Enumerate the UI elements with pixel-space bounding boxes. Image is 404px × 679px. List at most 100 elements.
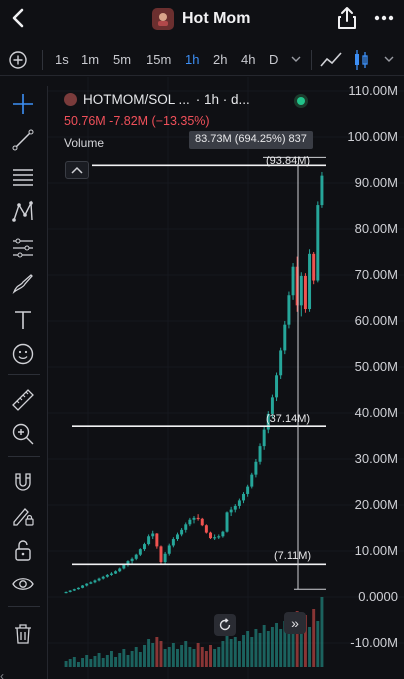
candle-body xyxy=(81,585,85,588)
fib-tool[interactable] xyxy=(11,236,35,260)
share-icon[interactable] xyxy=(336,6,358,30)
lock-drawing-tool[interactable] xyxy=(11,504,35,528)
candle-body xyxy=(246,486,250,494)
volume-bar xyxy=(68,659,72,667)
volume-bar xyxy=(221,641,225,667)
price-axis-label: 110.00M xyxy=(348,83,398,98)
volume-bar xyxy=(109,651,113,667)
zoom-in-tool[interactable] xyxy=(11,422,35,446)
interval-1m[interactable]: 1m xyxy=(81,52,100,67)
legend-symbol[interactable]: HOTMOM/SOL ... xyxy=(83,92,190,107)
price-axis-label: 100.00M xyxy=(347,129,398,144)
interval-5m[interactable]: 5m xyxy=(113,52,132,67)
candle-body xyxy=(200,518,204,526)
candle-body xyxy=(180,529,184,535)
volume-bar xyxy=(118,653,122,667)
text-tool[interactable] xyxy=(11,308,35,332)
lock-all-tool[interactable] xyxy=(11,538,35,562)
candle-body xyxy=(93,580,97,583)
candle-body xyxy=(237,500,241,506)
header-bar: Hot Mom xyxy=(0,0,404,38)
interval-dropdown-chevron-icon[interactable] xyxy=(291,55,301,63)
candle-body xyxy=(101,576,105,579)
emoji-icon xyxy=(12,343,34,365)
price-axis-label: -10.00M xyxy=(350,635,398,650)
candle-body xyxy=(118,568,122,572)
pattern-tool[interactable] xyxy=(11,200,35,224)
brush-tool[interactable] xyxy=(11,272,35,296)
measure-bottom-label: (7.11M) xyxy=(274,550,312,562)
chart-pane[interactable]: HOTMOM/SOL ... · 1h · d... 50.76M -7.82M… xyxy=(48,77,404,679)
tools-divider xyxy=(8,456,40,457)
price-chart[interactable] xyxy=(48,77,404,679)
volume-bar xyxy=(308,627,312,667)
crosshair-tool[interactable] xyxy=(11,92,35,116)
candle-body xyxy=(295,266,299,306)
candle-body xyxy=(204,525,208,533)
volume-bar xyxy=(171,643,175,667)
drawing-tools-sidebar: ‹ xyxy=(0,86,48,679)
interval-D[interactable]: D xyxy=(269,52,279,67)
horizontal-lines-tool[interactable] xyxy=(11,164,35,188)
volume-bar xyxy=(262,625,266,667)
candle-body xyxy=(233,505,237,510)
measure-top-label: (93.84M) xyxy=(266,155,311,167)
candle-body xyxy=(209,532,212,539)
volume-bar xyxy=(81,658,85,667)
interval-2h[interactable]: 2h xyxy=(213,52,228,67)
volume-bar xyxy=(287,617,291,667)
candle-chart-type-icon[interactable] xyxy=(352,49,370,71)
reset-icon xyxy=(219,618,231,631)
lock-icon xyxy=(15,540,31,561)
candle-body xyxy=(130,558,134,562)
price-axis-label: 20.00M xyxy=(354,497,398,512)
candle-body xyxy=(159,546,163,563)
more-dots-icon[interactable] xyxy=(374,10,394,26)
volume-bar xyxy=(312,609,316,667)
reset-chart-button[interactable] xyxy=(214,614,236,636)
market-status-icon xyxy=(294,94,308,108)
measure-mid-label: (37.14M) xyxy=(266,413,311,425)
volume-bar xyxy=(130,651,134,667)
back-arrow-icon[interactable] xyxy=(8,7,30,29)
ruler-tool[interactable] xyxy=(11,388,35,412)
candle-body xyxy=(225,512,229,532)
chart-type-dropdown-chevron-icon[interactable] xyxy=(384,55,394,63)
collapse-sidebar-chevron-icon[interactable]: ‹ xyxy=(0,669,4,679)
interval-1h[interactable]: 1h xyxy=(185,52,200,67)
volume-bar xyxy=(155,637,159,667)
emoji-tool[interactable] xyxy=(11,342,35,366)
scroll-forward-button[interactable]: » xyxy=(284,612,306,634)
candle-body xyxy=(258,446,262,462)
interval-4h[interactable]: 4h xyxy=(241,52,256,67)
volume-label[interactable]: Volume xyxy=(64,136,105,150)
delete-drawings-tool[interactable] xyxy=(11,622,35,646)
candle-body xyxy=(126,561,130,565)
line-chart-type-icon[interactable] xyxy=(320,50,342,70)
collapse-legend-button[interactable] xyxy=(65,161,89,179)
volume-bar xyxy=(163,649,167,667)
price-axis-label: 70.00M xyxy=(354,267,398,282)
candle-body xyxy=(229,509,233,513)
candle-body xyxy=(155,533,159,547)
legend-interval: · 1h · d... xyxy=(195,92,250,107)
candle-body xyxy=(151,533,155,537)
tools-divider xyxy=(8,374,40,375)
zoom-in-icon xyxy=(12,423,34,445)
candle-body xyxy=(76,587,80,590)
volume-bar xyxy=(303,615,307,667)
header-title-group: Hot Mom xyxy=(152,8,250,30)
volume-bar xyxy=(167,647,171,667)
interval-1s[interactable]: 1s xyxy=(55,52,69,67)
volume-bar xyxy=(134,647,138,667)
interval-15m[interactable]: 15m xyxy=(146,52,172,67)
magnet-tool[interactable] xyxy=(11,470,35,494)
volume-bar xyxy=(229,639,233,667)
plus-circle-icon[interactable] xyxy=(9,51,27,69)
hide-drawings-tool[interactable] xyxy=(11,572,35,596)
volume-bar xyxy=(217,647,221,667)
trend-line-tool[interactable] xyxy=(11,128,35,152)
candle-body xyxy=(188,519,192,525)
candle-body xyxy=(217,536,221,538)
